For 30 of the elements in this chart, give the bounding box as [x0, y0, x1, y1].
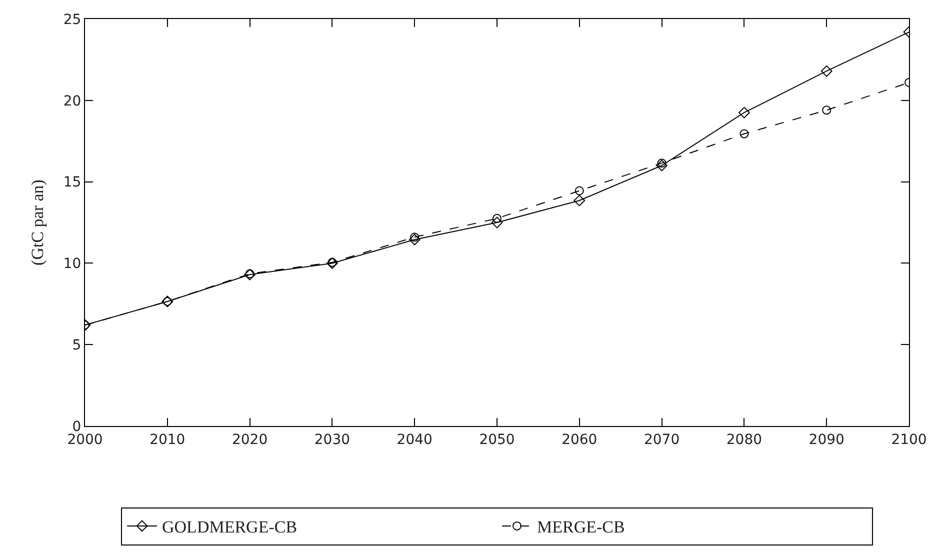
y-tick-label: 10	[63, 256, 82, 272]
x-tick-label: 2060	[562, 432, 598, 448]
point	[656, 160, 668, 172]
point	[740, 129, 749, 138]
point	[822, 106, 832, 115]
point	[657, 158, 666, 168]
x-tick-label: 2030	[314, 432, 350, 448]
x-tick-label: 2020	[232, 432, 268, 448]
y-tick-label: 25	[63, 12, 82, 28]
point	[492, 214, 502, 223]
y-tick-label: 15	[63, 174, 82, 191]
x-tick-label: 2090	[808, 432, 844, 448]
y-tick-label: 20	[63, 93, 82, 110]
point	[738, 106, 750, 118]
point	[574, 186, 584, 196]
point	[410, 232, 420, 242]
x-tick-label: 2050	[479, 432, 515, 448]
point	[491, 216, 503, 228]
y-tick-label: 5	[72, 338, 82, 354]
point	[820, 65, 832, 77]
legend-label: GOLDMERGE-CB	[162, 518, 298, 537]
x-tick-label: 2100	[891, 432, 927, 448]
point	[574, 194, 586, 206]
y-axis-title: (GtC par an)	[28, 180, 47, 266]
x-tick-label: 2080	[726, 432, 762, 448]
x-tick-label: 2040	[396, 432, 432, 448]
x-tick-label: 2070	[644, 432, 680, 448]
x-tick-label: 2010	[150, 432, 186, 448]
legend-label: MERGE-CB	[537, 518, 625, 537]
point	[408, 234, 420, 246]
